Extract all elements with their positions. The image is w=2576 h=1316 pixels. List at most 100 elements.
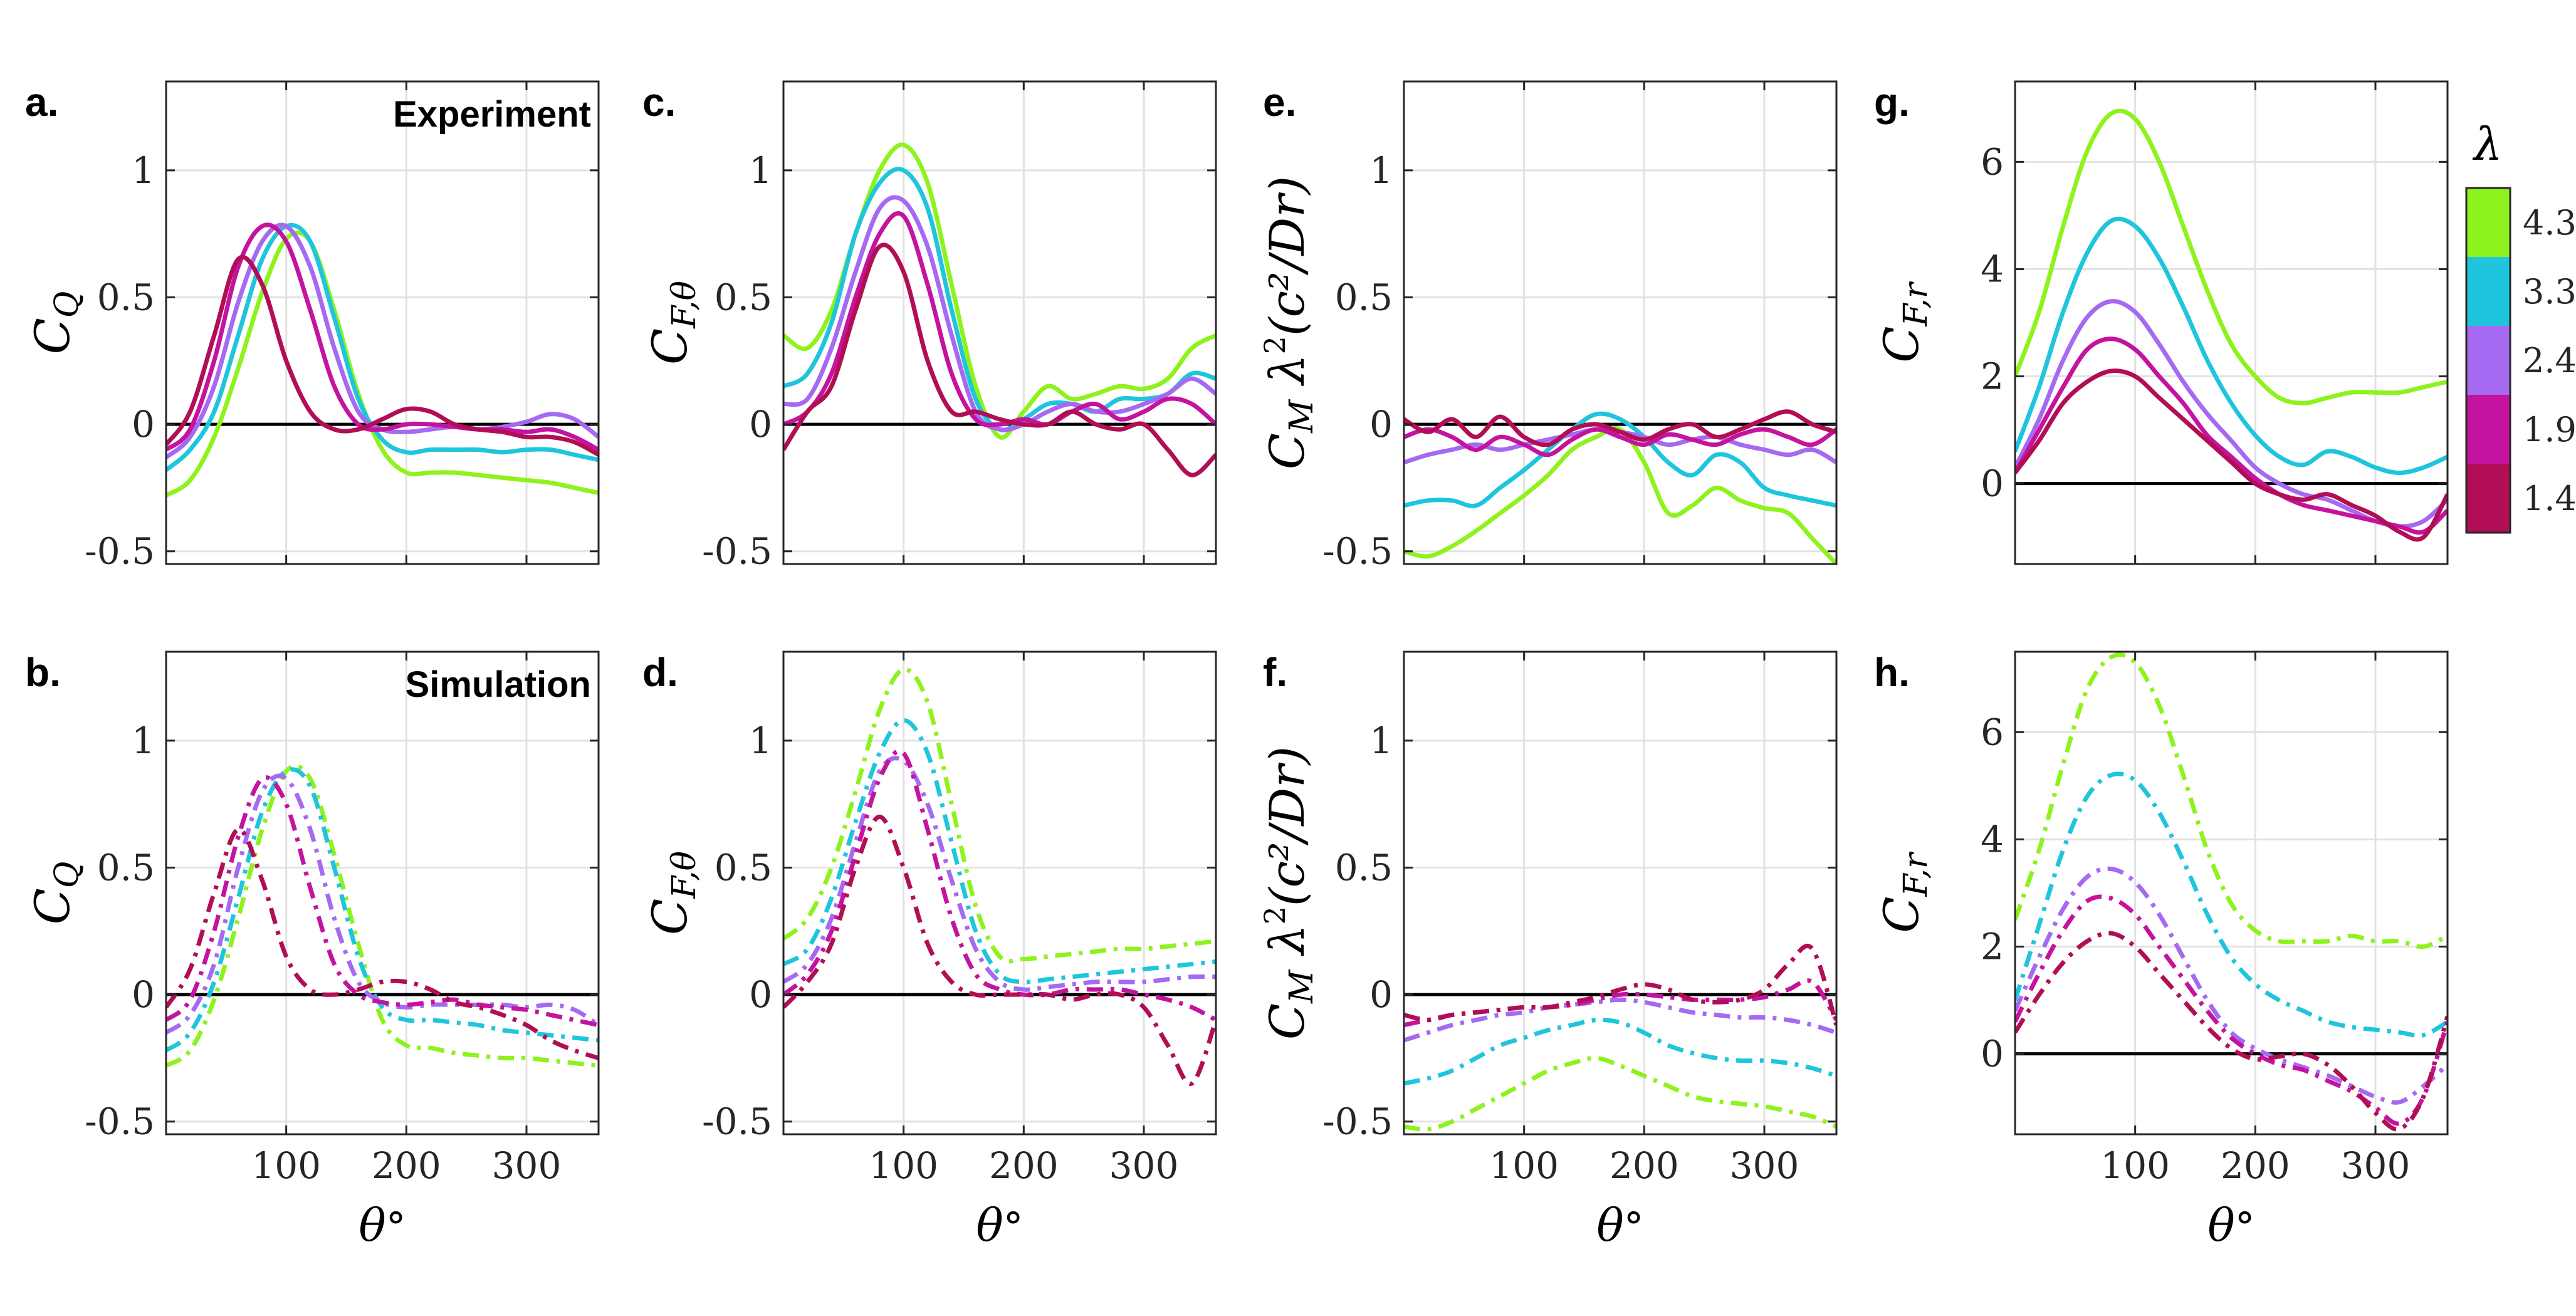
ylabel-b: CQ	[24, 862, 86, 925]
axes-frame-c	[782, 80, 1217, 565]
series-group-c	[783, 142, 1216, 478]
series-line-d-2.4	[783, 756, 1216, 992]
series-line-b-3.3	[166, 767, 599, 1053]
series-line-f-3.3	[1404, 1017, 1836, 1086]
xtick-label: 100	[251, 1144, 321, 1187]
plot-area-g	[2015, 81, 2448, 564]
ytick-label: -0.5	[702, 530, 772, 573]
ytick-label: 2	[1981, 926, 2004, 968]
colorbar-frame	[2465, 187, 2511, 534]
series-line-g-3.3	[2015, 216, 2448, 476]
colorbar-title: λ	[2472, 118, 2503, 170]
series-line-d-3.3	[783, 718, 1216, 984]
plot-area-d	[783, 652, 1216, 1134]
annotation-b: Simulation	[406, 664, 591, 705]
series-line-b-1.9	[166, 775, 599, 1028]
axes-frame-b	[165, 650, 600, 1136]
series-line-d-1.4	[783, 814, 1216, 1086]
xlabel-d: θ°	[976, 1199, 1023, 1251]
ylabel-g: CF,r	[1873, 281, 1935, 363]
xtick-label: 300	[2341, 1144, 2411, 1187]
ytick-label: -0.5	[85, 530, 155, 573]
series-line-c-1.4	[783, 243, 1216, 478]
panel-g: 0 2 4 6 CF,r g.	[1873, 80, 2449, 565]
ytick-label: 0	[749, 973, 772, 1016]
ylabel-c: CF,θ	[642, 281, 703, 365]
xlabel-f: θ°	[1596, 1199, 1643, 1251]
xtick-label: 300	[1730, 1144, 1799, 1187]
series-line-b-1.4	[166, 827, 599, 1060]
colorbar: λ 4.3 3.3 2.4 1.9 1.4	[2465, 118, 2576, 534]
panel-label-d: d.	[642, 650, 678, 695]
series-line-b-2.4	[166, 773, 599, 1035]
series-line-e-1.4	[1404, 409, 1836, 447]
ytick-label: -0.5	[1322, 530, 1393, 573]
series-line-g-4.3	[2015, 108, 2448, 405]
ytick-label: 1	[132, 149, 155, 192]
axes-frame-d	[782, 650, 1217, 1136]
series-line-e-3.3	[1404, 411, 1836, 508]
ytick-label: 6	[1981, 140, 2004, 183]
ytick-label: 0	[749, 403, 772, 446]
series-line-g-1.9	[2015, 337, 2448, 535]
series-line-f-4.3	[1404, 1055, 1836, 1132]
ytick-label: 0	[1981, 462, 2004, 505]
colorbar-swatch-1.4	[2466, 464, 2510, 533]
colorbar-label-3.3: 3.3	[2523, 272, 2576, 311]
ytick-label: -0.5	[85, 1100, 155, 1143]
ytick-label: 4	[1981, 818, 2004, 860]
ytick-label: 2	[1981, 355, 2004, 398]
plot-area-b	[166, 652, 599, 1134]
panel-label-a: a.	[25, 80, 58, 125]
ytick-label: 0.5	[97, 846, 155, 889]
annotation-a: Experiment	[393, 94, 591, 135]
xtick-label: 200	[372, 1144, 441, 1187]
series-line-a-1.9	[166, 222, 599, 452]
panel-label-e: e.	[1263, 80, 1296, 125]
series-group-d	[783, 667, 1216, 1086]
series-line-h-1.4	[2015, 931, 2448, 1132]
ytick-label: 0.5	[1335, 276, 1393, 318]
ytick-label: 1	[1369, 149, 1393, 192]
xtick-label: 200	[989, 1144, 1059, 1187]
series-group-g	[2015, 108, 2448, 542]
ytick-label: 0	[1369, 973, 1393, 1016]
colorbar-label-4.3: 4.3	[2523, 203, 2576, 243]
ylabel-d: CF,θ	[642, 851, 703, 935]
xlabel-h: θ°	[2207, 1199, 2254, 1251]
axes-frame-f	[1403, 650, 1838, 1136]
panel-label-f: f.	[1263, 650, 1287, 695]
ytick-label: -0.5	[702, 1100, 772, 1143]
series-line-e-1.9	[1404, 427, 1836, 457]
series-line-d-1.9	[783, 749, 1216, 1022]
ytick-label: 1	[1369, 719, 1393, 762]
panel-label-g: g.	[1874, 80, 1910, 125]
panel-label-b: b.	[25, 650, 61, 695]
panel-label-h: h.	[1874, 650, 1910, 695]
series-line-a-1.4	[166, 254, 599, 457]
colorbar-swatch-3.3	[2466, 257, 2510, 326]
xtick-label: 100	[2100, 1144, 2170, 1187]
series-group-h	[2015, 652, 2448, 1132]
series-line-a-2.4	[166, 222, 599, 459]
ytick-label: 0	[1981, 1033, 2004, 1075]
ytick-label: 0	[1369, 403, 1393, 446]
xtick-label: 200	[2221, 1144, 2290, 1187]
series-line-c-1.9	[783, 211, 1216, 427]
panel-e: -0.5 0 0.5 1 CM λ2(c²/Dr) e.	[1258, 80, 1838, 573]
ytick-label: 1	[749, 719, 772, 762]
series-line-b-4.3	[166, 764, 599, 1068]
series-group-f	[1404, 944, 1836, 1132]
axes-frame-e	[1403, 80, 1838, 565]
ylabel-e: CM λ2(c²/Dr)	[1258, 176, 1321, 469]
series-group-b	[166, 764, 599, 1068]
xtick-label: 300	[492, 1144, 562, 1187]
colorbar-swatch-1.9	[2466, 395, 2510, 464]
ytick-label: 1	[749, 149, 772, 192]
xtick-label: 300	[1109, 1144, 1179, 1187]
series-line-g-1.4	[2015, 368, 2448, 542]
series-line-f-2.4	[1404, 997, 1836, 1043]
ylabel-f: CM λ2(c²/Dr)	[1258, 746, 1321, 1040]
ytick-label: 0.5	[1335, 846, 1393, 889]
colorbar-swatch-2.4	[2466, 326, 2510, 395]
